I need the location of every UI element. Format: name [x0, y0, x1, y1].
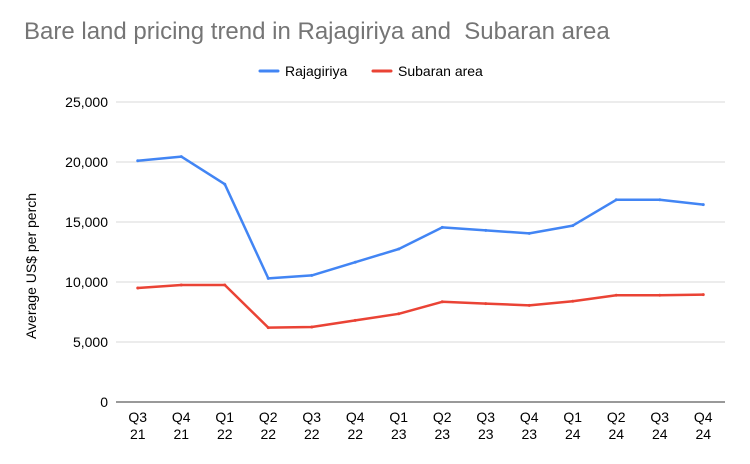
data-point-subaran-area-6 — [397, 312, 401, 316]
series-line-subaran-area — [136, 283, 705, 329]
x-tick-label-4: Q3 22 — [302, 409, 321, 442]
y-tick-label-15000: 15,000 — [65, 214, 108, 230]
y-tick-label-5000: 5,000 — [73, 334, 108, 350]
data-point-rajagiriya-9 — [527, 231, 531, 235]
data-point-subaran-area-3 — [266, 326, 270, 330]
data-point-rajagiriya-6 — [397, 247, 401, 251]
data-point-subaran-area-9 — [527, 303, 531, 307]
y-tick-label-0: 0 — [100, 394, 108, 410]
x-tick-label-13: Q4 24 — [694, 409, 713, 442]
data-point-subaran-area-11 — [614, 293, 618, 297]
data-point-rajagiriya-0 — [136, 159, 140, 163]
data-point-subaran-area-13 — [701, 293, 705, 297]
x-tick-label-11: Q2 24 — [607, 409, 626, 442]
data-point-rajagiriya-11 — [614, 198, 618, 202]
x-tick-label-9: Q4 23 — [520, 409, 539, 442]
data-point-subaran-area-0 — [136, 286, 140, 290]
data-point-subaran-area-5 — [353, 318, 357, 322]
x-tick-label-2: Q1 22 — [215, 409, 234, 442]
data-point-rajagiriya-3 — [266, 276, 270, 280]
x-tick-label-7: Q2 23 — [433, 409, 452, 442]
data-point-rajagiriya-4 — [310, 273, 314, 277]
x-tick-label-6: Q1 23 — [389, 409, 408, 442]
data-point-subaran-area-4 — [310, 325, 314, 329]
data-point-subaran-area-2 — [223, 283, 227, 287]
y-tick-label-10000: 10,000 — [65, 274, 108, 290]
data-point-subaran-area-7 — [440, 300, 444, 304]
x-tick-label-10: Q1 24 — [563, 409, 582, 442]
data-point-subaran-area-1 — [179, 283, 183, 287]
data-point-subaran-area-10 — [571, 299, 575, 303]
x-tick-label-5: Q4 22 — [346, 409, 365, 442]
data-point-rajagiriya-10 — [571, 224, 575, 228]
data-point-rajagiriya-8 — [484, 228, 488, 232]
data-point-rajagiriya-13 — [701, 203, 705, 207]
series-line-rajagiriya — [136, 155, 705, 280]
data-point-subaran-area-8 — [484, 302, 488, 306]
y-axis-label: Average US$ per perch — [23, 193, 39, 339]
chart-title: Bare land pricing trend in Rajagiriya an… — [24, 18, 610, 45]
x-tick-label-12: Q3 24 — [650, 409, 669, 442]
y-tick-label-25000: 25,000 — [65, 94, 108, 110]
x-tick-label-0: Q3 21 — [128, 409, 147, 442]
data-point-rajagiriya-12 — [658, 198, 662, 202]
data-point-rajagiriya-7 — [440, 225, 444, 229]
data-point-rajagiriya-1 — [179, 155, 183, 159]
data-point-rajagiriya-5 — [353, 260, 357, 264]
x-tick-label-8: Q3 23 — [476, 409, 495, 442]
legend-label-subaran-area: Subaran area — [398, 63, 483, 79]
x-tick-label-1: Q4 21 — [172, 409, 191, 442]
data-point-rajagiriya-2 — [223, 182, 227, 186]
data-point-subaran-area-12 — [658, 293, 662, 297]
legend-label-rajagiriya: Rajagiriya — [285, 63, 347, 79]
x-tick-label-3: Q2 22 — [259, 409, 278, 442]
y-tick-label-20000: 20,000 — [65, 154, 108, 170]
